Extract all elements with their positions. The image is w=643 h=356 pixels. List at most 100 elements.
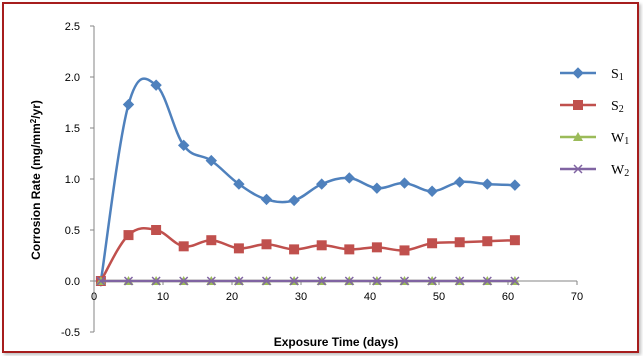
- data-point: [178, 241, 189, 252]
- data-point: [123, 230, 134, 241]
- series-line: [99, 77, 515, 282]
- data-point: [510, 276, 520, 286]
- data-point: [427, 238, 438, 249]
- data-point: [482, 276, 492, 286]
- data-point: [206, 235, 217, 246]
- legend-marker: [573, 164, 583, 174]
- data-point: [509, 179, 521, 191]
- x-marker-stroke: [573, 164, 583, 174]
- x-marker-stroke: [179, 276, 189, 286]
- x-tick-label: 10: [157, 291, 169, 303]
- y-tick-label: 2.5: [65, 21, 80, 33]
- x-marker-stroke: [455, 276, 465, 286]
- data-point: [261, 239, 272, 250]
- x-marker-stroke: [123, 276, 134, 286]
- data-point: [344, 276, 354, 286]
- y-tick-label: -0.5: [61, 327, 80, 339]
- x-marker-stroke: [399, 276, 410, 286]
- x-tick-label: 50: [433, 291, 445, 303]
- data-point: [343, 172, 356, 184]
- series-line: [99, 227, 515, 282]
- data-point: [233, 243, 244, 254]
- legend: S1 S2 W1 W2: [560, 67, 629, 179]
- data-point: [288, 194, 300, 207]
- y-tick-label: 0.0: [65, 276, 80, 288]
- chart-frame: [2, 2, 639, 353]
- legend-marker: [572, 67, 584, 79]
- data-point: [454, 237, 465, 248]
- series-layer: [95, 77, 521, 287]
- legend-marker: [573, 132, 583, 141]
- legend-label: W1: [611, 131, 629, 147]
- series-w2: [96, 276, 520, 286]
- data-point: [261, 276, 272, 286]
- data-point: [427, 276, 437, 286]
- data-point: [372, 276, 382, 286]
- data-point: [96, 276, 106, 286]
- data-point: [344, 244, 355, 255]
- data-point: [122, 98, 135, 111]
- data-point: [455, 276, 465, 286]
- data-point: [481, 178, 494, 190]
- data-point: [151, 225, 162, 235]
- legend-item-w2: W2: [560, 163, 629, 179]
- data-point: [371, 242, 382, 253]
- data-point: [509, 235, 520, 246]
- data-point: [206, 276, 216, 286]
- data-point: [453, 176, 466, 188]
- x-tick-label: 0: [91, 291, 97, 303]
- x-marker-stroke: [261, 276, 272, 286]
- data-point: [398, 177, 411, 189]
- y-tick-label: 1.0: [65, 174, 80, 186]
- legend-item-s2: S2: [560, 99, 624, 115]
- data-point: [399, 276, 410, 286]
- y-tick-label: 2.0: [65, 72, 80, 84]
- x-marker-stroke: [510, 276, 520, 286]
- y-tick-label: 1.5: [65, 123, 80, 135]
- data-point: [289, 244, 300, 255]
- data-point: [371, 182, 383, 194]
- x-tick-label: 30: [295, 291, 307, 303]
- x-tick-label: 20: [226, 291, 238, 303]
- x-marker-stroke: [344, 276, 354, 286]
- x-tick-label: 40: [364, 291, 376, 303]
- y-tick-label: 0.5: [65, 225, 80, 237]
- x-marker-stroke: [96, 276, 106, 286]
- data-point: [123, 276, 134, 286]
- data-point: [150, 79, 162, 91]
- data-point: [233, 178, 245, 190]
- data-point: [151, 276, 161, 286]
- x-tick-label: 70: [571, 291, 583, 303]
- data-point: [289, 276, 299, 286]
- x-marker-stroke: [151, 276, 161, 286]
- legend-label: W2: [611, 163, 629, 179]
- data-point: [177, 139, 190, 152]
- legend-item-s1: S1: [560, 67, 624, 83]
- legend-label: S2: [611, 99, 624, 115]
- x-marker-stroke: [206, 276, 216, 286]
- legend-marker: [573, 100, 583, 110]
- x-marker-stroke: [234, 276, 244, 286]
- x-marker-stroke: [372, 276, 382, 286]
- data-point: [205, 154, 218, 167]
- x-axis-title: Exposure Time (days): [274, 335, 399, 349]
- data-point: [482, 236, 493, 247]
- series-s1: [95, 77, 521, 287]
- x-marker-stroke: [427, 276, 437, 286]
- data-point: [179, 276, 189, 286]
- x-marker-stroke: [482, 276, 492, 286]
- legend-label: S1: [611, 67, 624, 83]
- x-tick-label: 60: [502, 291, 514, 303]
- data-point: [399, 245, 410, 256]
- y-axis-title: Corrosion Rate (mg/mm2/yr): [29, 100, 43, 260]
- data-point: [315, 178, 328, 190]
- data-point: [426, 185, 438, 197]
- data-point: [234, 276, 244, 286]
- legend-item-w1: W1: [560, 131, 629, 147]
- x-marker-stroke: [289, 276, 299, 286]
- x-marker-stroke: [317, 276, 327, 286]
- data-point: [316, 240, 327, 251]
- data-point: [317, 276, 327, 286]
- data-point: [260, 193, 273, 206]
